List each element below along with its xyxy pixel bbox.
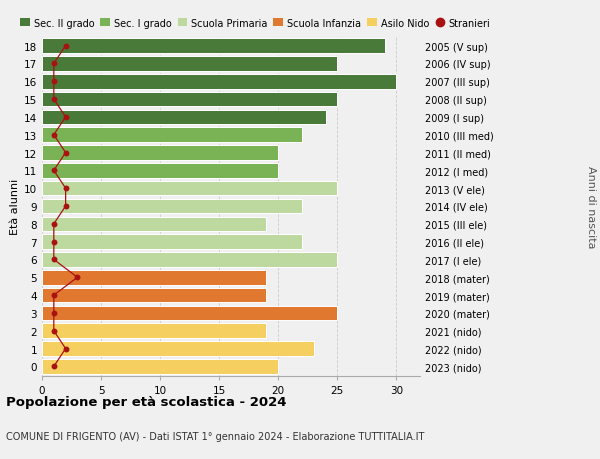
Bar: [42, 217, 266, 232]
Bar: [42, 57, 337, 72]
Bar: [42, 39, 385, 54]
Y-axis label: Età alunni: Età alunni: [10, 179, 20, 235]
Point: [49, 309, 59, 317]
Point: [49, 256, 59, 263]
Bar: [42, 110, 326, 125]
Point: [49, 132, 59, 139]
Point: [49, 363, 59, 370]
Point: [49, 327, 59, 335]
Text: Anni di nascita: Anni di nascita: [586, 165, 596, 248]
Point: [49, 238, 59, 246]
Legend: Sec. II grado, Sec. I grado, Scuola Primaria, Scuola Infanzia, Asilo Nido, Stran: Sec. II grado, Sec. I grado, Scuola Prim…: [20, 18, 490, 28]
Bar: [42, 324, 266, 338]
Point: [49, 221, 59, 228]
Bar: [42, 306, 337, 320]
Point: [73, 274, 82, 281]
Bar: [42, 341, 314, 356]
Point: [49, 96, 59, 104]
Bar: [42, 199, 302, 214]
Bar: [42, 252, 337, 267]
Bar: [42, 270, 266, 285]
Bar: [42, 235, 302, 249]
Point: [49, 78, 59, 86]
Point: [61, 43, 70, 50]
Point: [61, 345, 70, 353]
Bar: [42, 128, 302, 143]
Point: [49, 168, 59, 175]
Text: COMUNE DI FRIGENTO (AV) - Dati ISTAT 1° gennaio 2024 - Elaborazione TUTTITALIA.I: COMUNE DI FRIGENTO (AV) - Dati ISTAT 1° …: [6, 431, 424, 441]
Point: [49, 292, 59, 299]
Bar: [42, 93, 337, 107]
Bar: [42, 146, 278, 161]
Point: [61, 114, 70, 121]
Point: [49, 61, 59, 68]
Point: [61, 150, 70, 157]
Text: Popolazione per età scolastica - 2024: Popolazione per età scolastica - 2024: [6, 396, 287, 409]
Point: [61, 185, 70, 192]
Bar: [42, 359, 278, 374]
Bar: [42, 75, 397, 90]
Point: [61, 203, 70, 210]
Bar: [42, 164, 278, 178]
Bar: [42, 288, 266, 303]
Bar: [42, 181, 337, 196]
